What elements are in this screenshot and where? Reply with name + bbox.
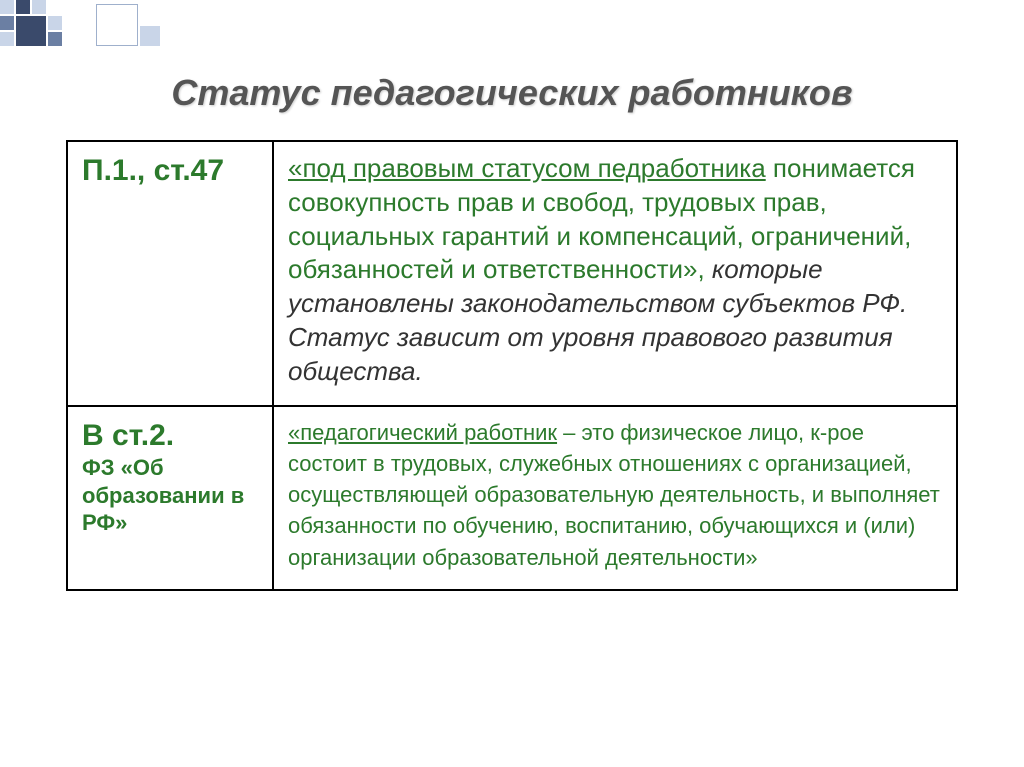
reference-main: В ст.2. [82, 417, 258, 455]
decor-square [0, 16, 14, 30]
table-row: В ст.2. ФЗ «Об образовании в РФ» «педаго… [67, 406, 957, 590]
reference-sub: ФЗ «Об образовании в РФ» [82, 454, 258, 537]
decor-square [48, 16, 62, 30]
body-lead: «педагогический работник [288, 420, 557, 445]
body-text: «педагогический работник – это физическо… [288, 417, 942, 573]
reference-cell: В ст.2. ФЗ «Об образовании в РФ» [67, 406, 273, 590]
decor-square [0, 0, 14, 14]
decor-square [16, 0, 30, 14]
decor-square [16, 16, 46, 46]
table-row: П.1., ст.47 «под правовым статусом педра… [67, 141, 957, 406]
decor-square [96, 4, 138, 46]
decor-square [0, 32, 14, 46]
decor-square [32, 0, 46, 14]
body-text: «под правовым статусом педработника пони… [288, 152, 942, 389]
body-cell: «педагогический работник – это физическо… [273, 406, 957, 590]
body-cell: «под правовым статусом педработника пони… [273, 141, 957, 406]
decor-square [48, 32, 62, 46]
reference-cell: П.1., ст.47 [67, 141, 273, 406]
decorative-squares [0, 0, 200, 60]
body-lead: «под правовым статусом педработника [288, 153, 766, 183]
content-table: П.1., ст.47 «под правовым статусом педра… [66, 140, 958, 591]
slide-title: Статус педагогических работников [0, 72, 1024, 114]
decor-square [140, 26, 160, 46]
reference-main: П.1., ст.47 [82, 152, 258, 190]
